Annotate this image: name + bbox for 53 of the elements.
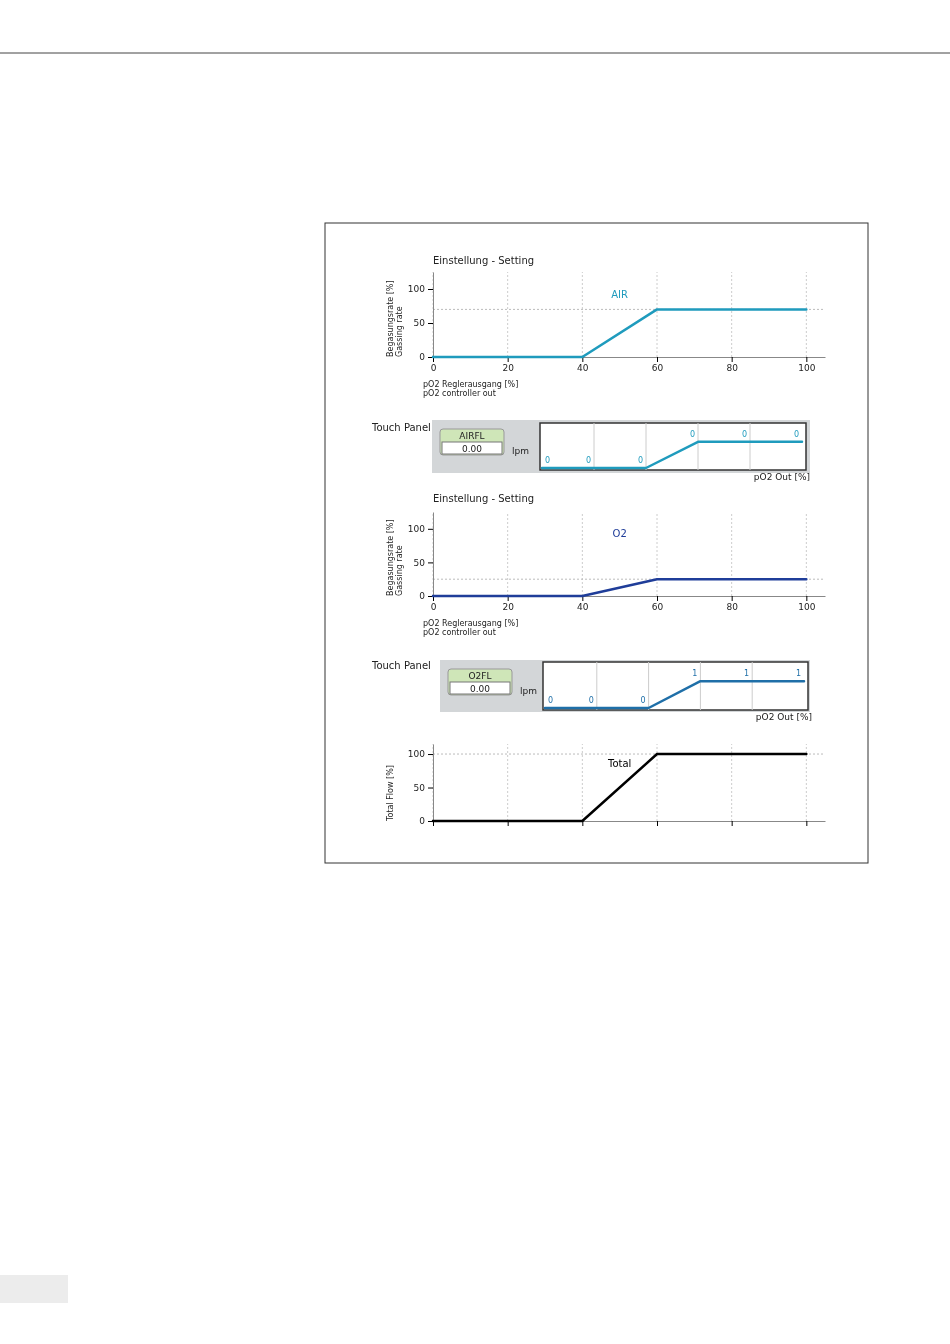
x-tick-label: 100	[798, 363, 816, 374]
text: 1	[692, 669, 698, 679]
text: 0	[637, 456, 643, 465]
text: 0	[640, 696, 646, 705]
text: 1	[795, 669, 801, 679]
text: lpm	[512, 446, 529, 456]
y-axis-title: Total Flow [%]	[386, 765, 395, 822]
series-label: Total	[606, 758, 632, 770]
x-tick-label: 60	[651, 602, 664, 613]
y-tick-label: 50	[413, 557, 426, 568]
text: 1	[744, 669, 750, 679]
text: O2FL	[468, 671, 492, 681]
y-tick-label: 50	[413, 782, 426, 793]
text: 0.00	[469, 684, 491, 694]
text: AIRFL	[459, 431, 485, 441]
y-tick-label: 100	[407, 749, 426, 760]
y-tick-label: 50	[413, 318, 426, 329]
text: 0.00	[461, 444, 483, 454]
text: AIR	[611, 288, 629, 300]
x-tick-label: 20	[502, 602, 515, 613]
x-tick-label: 40	[577, 363, 589, 374]
x-tick-label: 80	[726, 602, 739, 613]
x-tick-label: 20	[502, 363, 515, 374]
text: lpm	[520, 686, 537, 696]
x-tick-label: 100	[798, 602, 816, 613]
x-axis-title: pO2 Reglerausgang [%] pO2 controller out	[423, 380, 519, 399]
chart-title: Einstellung - Setting	[433, 255, 535, 266]
x-tick-label: 0	[430, 602, 437, 613]
y-tick-label: 100	[407, 524, 426, 535]
x-axis-title: pO2 Out [%]	[753, 472, 810, 482]
y-tick-label: 0	[419, 352, 426, 363]
x-tick-label: 60	[651, 363, 664, 374]
x-axis-title: pO2 Out [%]	[755, 712, 812, 722]
x-tick-label: 40	[577, 602, 589, 613]
text: O2	[612, 528, 627, 540]
y-tick-label: 0	[419, 591, 426, 602]
y-axis-title: Begasungsrate [%] Gassing rate	[386, 519, 405, 596]
x-tick-label: 80	[726, 363, 739, 374]
text: 0	[793, 429, 799, 439]
text: 0	[741, 429, 747, 439]
text: Touch Panel	[371, 422, 431, 433]
text: 0	[588, 696, 594, 705]
x-axis-title: pO2 Reglerausgang [%] pO2 controller out	[423, 619, 519, 638]
y-tick-label: 0	[419, 816, 426, 827]
x-tick-label: 0	[430, 363, 437, 374]
text: 0	[548, 696, 554, 705]
y-axis-title: Begasungsrate [%] Gassing rate	[386, 280, 405, 357]
text: 0	[689, 429, 695, 439]
text: 0	[585, 456, 591, 465]
chart-title: Einstellung - Setting	[433, 493, 535, 504]
text: 0	[545, 456, 551, 465]
y-tick-label: 100	[407, 284, 426, 295]
text: Touch Panel	[371, 660, 431, 671]
